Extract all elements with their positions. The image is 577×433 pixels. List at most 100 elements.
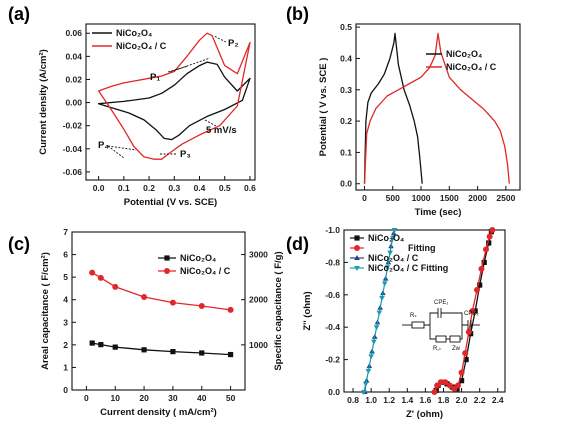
y-tick-label: 0.1 [340,147,352,157]
data-point [379,296,385,302]
x-tick-label: 0.6 [244,183,256,193]
x-tick-label: 10 [111,393,121,403]
data-point [354,245,360,251]
data-point [462,350,469,357]
data-point [227,306,234,313]
panel-label: (b) [286,4,309,24]
x-tick-label: 1500 [440,193,459,203]
legend-entry: NiCo₂O₄ [180,253,216,263]
data-point [199,350,205,356]
circuit-wire [424,312,438,340]
y-tick-label: 0.0 [328,387,340,397]
y-right-tick-label: 1000 [249,340,268,350]
x-tick-label: 1.2 [383,395,395,405]
data-point [463,357,469,363]
series-line [91,272,231,311]
data-point [361,390,367,395]
panel-label: (d) [286,234,309,254]
data-point [354,235,360,241]
x-axis-label: Current density ( mA/cm²) [100,407,217,418]
series-0 [97,61,251,141]
y-tick-label: -0.8 [325,257,340,267]
data-point [384,265,391,271]
legend-entry: NiCo₂O₄ / C [180,266,231,276]
data-point [486,233,493,240]
data-point [454,382,461,389]
x-tick-label: 0 [84,393,89,403]
data-point [227,351,234,358]
data-point [170,349,176,355]
y-tick-label: 2 [63,340,68,350]
x-tick-label: 0.1 [118,183,130,193]
x-tick-label: 1.4 [401,395,413,405]
annotation-label: P₄ [98,140,109,151]
y-tick-label: 0.04 [65,51,82,61]
y-tick-label: -0.02 [63,121,83,131]
data-point [481,259,487,265]
chart-panel-a: (a) 0.0 0.1 0.2 0.3 0.4 0.5 0.6 -0.06 -0.04 -0.02 0… [8,4,256,208]
x-tick-label: 1.0 [365,395,377,405]
x-axis-label: Z' (ohm) [406,409,443,420]
annotation-label: 5 mV/s [206,125,237,136]
x-tick-label: 20 [139,393,149,403]
data-point [477,282,483,288]
x-tick-label: 1.8 [438,395,450,405]
series-0 [363,32,423,184]
chart-panel-d: (d) 0.8 1.0 1.2 1.4 1.6 1.8 2.0 2.2 2.4 0.0 -0.2 -0.… [286,225,506,420]
y-tick-label: 1 [63,362,68,372]
circuit-label: CPE₂ [464,311,479,317]
data-point [483,246,490,253]
panel-label: (a) [8,4,30,24]
x-axis-label: Time (sec) [415,207,462,218]
circuit-wire [460,324,468,340]
annotation-arrow [169,57,211,73]
legend-entry: NiCo₂O₄ / C [368,253,419,263]
legend-entry: NiCo₂O₄ [116,28,152,38]
annotation-arrow [107,145,137,151]
data-point [391,228,398,233]
data-point [97,274,104,281]
y-tick-label: 0.2 [340,116,352,126]
x-tick-label: 2.2 [474,395,486,405]
y-tick-label: 6 [63,250,68,260]
x-tick-label: 0.4 [194,183,206,193]
y-tick-label: -0.2 [325,355,340,365]
y-tick-label: 0.4 [340,53,352,63]
data-point [354,255,360,260]
data-point [89,269,96,276]
series-line [97,61,251,141]
y-tick-label: 4 [63,295,68,305]
circuit-resistor [411,321,425,329]
data-point [465,329,472,336]
data-point [164,268,170,274]
y-tick-label: -0.6 [325,290,340,300]
circuit-label: CPE₁ [434,300,448,306]
series-line [97,32,251,160]
y-tick-label: 3 [63,317,68,327]
circuit-label: R꜀ₜ [433,346,441,352]
y-tick-label: 0.5 [340,22,352,32]
y-tick-label: -1.0 [325,225,340,235]
y-tick-label: 5 [63,272,68,282]
circuit-label: Zw [452,346,461,352]
legend-entry: NiCo₂O₄ [368,233,404,243]
data-point [365,368,372,374]
series-1 [89,269,234,313]
plot-frame [343,229,506,393]
x-tick-label: 2.4 [492,395,504,405]
data-point [371,339,377,345]
series-0 [89,340,234,358]
data-point [437,379,444,386]
annotation-arrow [213,35,227,43]
series-3 [361,228,398,395]
data-point [169,299,176,306]
data-point [141,347,147,353]
y-right-axis-label: Specific capacitance ( F/g) [273,251,284,370]
series-1 [97,32,251,160]
circuit-wire [441,312,463,325]
data-point [446,382,453,389]
x-tick-label: 2500 [496,193,515,203]
y-tick-label: 0.02 [65,74,82,84]
equivalent-circuit: Rₛ CPE₁ CPE₂ R꜀ₜ Zw [402,300,480,352]
